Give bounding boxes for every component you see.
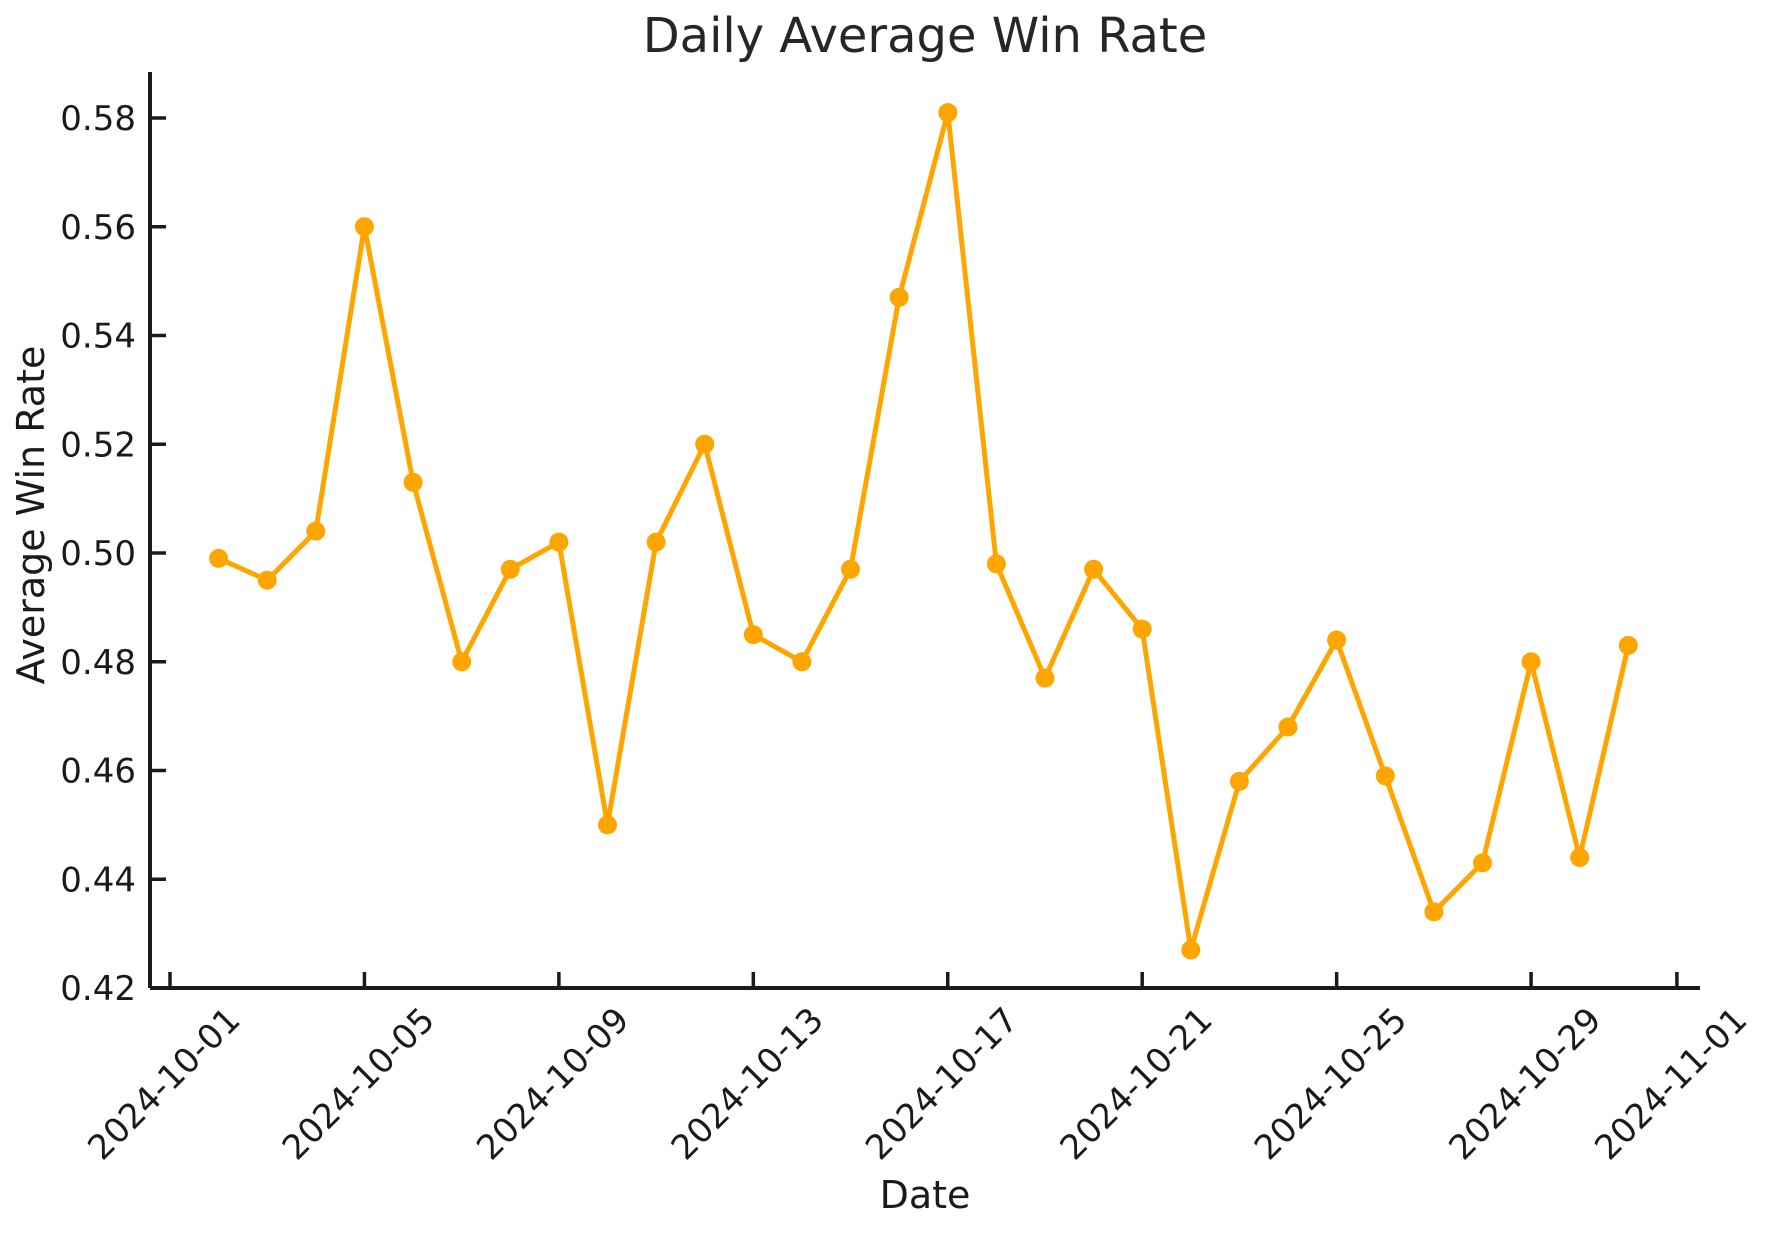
x-tick-label: 2024-10-29 — [1441, 1000, 1609, 1168]
data-point-marker — [306, 521, 326, 541]
x-axis-label: Date — [880, 1173, 971, 1217]
data-point-marker — [1375, 766, 1395, 786]
y-axis-label: Average Win Rate — [9, 346, 53, 685]
y-tick-label: 0.52 — [60, 425, 136, 465]
y-tick-label: 0.54 — [60, 317, 136, 357]
data-point-marker — [695, 434, 715, 454]
y-tick-label: 0.44 — [60, 860, 136, 900]
y-tick-label: 0.48 — [60, 643, 136, 683]
y-axis-ticks: 0.42 0.44 0.46 0.48 0.50 0.52 0.54 0.56 0.58 — [60, 99, 166, 1009]
win-rate-line — [216, 110, 1631, 953]
x-tick-label: 2024-10-17 — [858, 1000, 1026, 1168]
x-tick-label: 2024-10-13 — [664, 1000, 832, 1168]
data-point-marker — [1570, 848, 1590, 867]
win-rate-series — [209, 103, 1638, 960]
data-point-marker — [1278, 717, 1298, 737]
x-tick-label: 2024-10-09 — [469, 1000, 637, 1168]
data-point-marker — [354, 217, 374, 237]
data-point-marker — [646, 532, 666, 552]
data-point-marker — [403, 472, 423, 492]
y-tick-label: 0.42 — [60, 969, 136, 1009]
data-point-marker — [209, 548, 229, 568]
data-point-marker — [841, 559, 860, 579]
y-tick-label: 0.46 — [60, 752, 136, 792]
x-tick-label: 2024-10-21 — [1053, 1000, 1221, 1168]
data-point-marker — [500, 559, 520, 579]
data-point-marker — [1181, 940, 1201, 960]
data-point-marker — [1473, 853, 1492, 873]
x-tick-label: 2024-10-05 — [275, 1000, 443, 1168]
data-point-marker — [1132, 619, 1152, 639]
axes-spines — [148, 72, 1700, 990]
data-point-marker — [889, 287, 909, 307]
x-axis-ticks: 2024-10-01 2024-10-05 2024-10-09 2024-10-13… — [80, 972, 1755, 1168]
data-point-marker — [1618, 635, 1638, 655]
y-tick-label: 0.58 — [60, 99, 136, 139]
data-point-marker — [452, 652, 472, 672]
data-point-marker — [1327, 630, 1347, 650]
data-point-marker — [792, 652, 812, 672]
data-point-marker — [549, 532, 569, 552]
data-point-marker — [743, 625, 763, 645]
data-point-marker — [1035, 668, 1055, 688]
y-tick-label: 0.50 — [60, 534, 136, 574]
chart-title: Daily Average Win Rate — [643, 8, 1208, 64]
data-point-marker — [1521, 652, 1541, 672]
data-point-marker — [1084, 559, 1104, 579]
data-point-marker — [598, 815, 617, 835]
data-point-marker — [986, 554, 1006, 574]
data-point-marker — [1424, 902, 1444, 922]
x-tick-label: 2024-10-01 — [80, 1000, 248, 1168]
y-tick-label: 0.56 — [60, 208, 136, 248]
x-tick-label: 2024-10-25 — [1247, 1000, 1415, 1168]
data-point-marker — [938, 103, 958, 123]
x-tick-label: 2024-11-01 — [1587, 1000, 1755, 1168]
data-point-marker — [1229, 771, 1249, 791]
data-point-marker — [257, 570, 277, 590]
